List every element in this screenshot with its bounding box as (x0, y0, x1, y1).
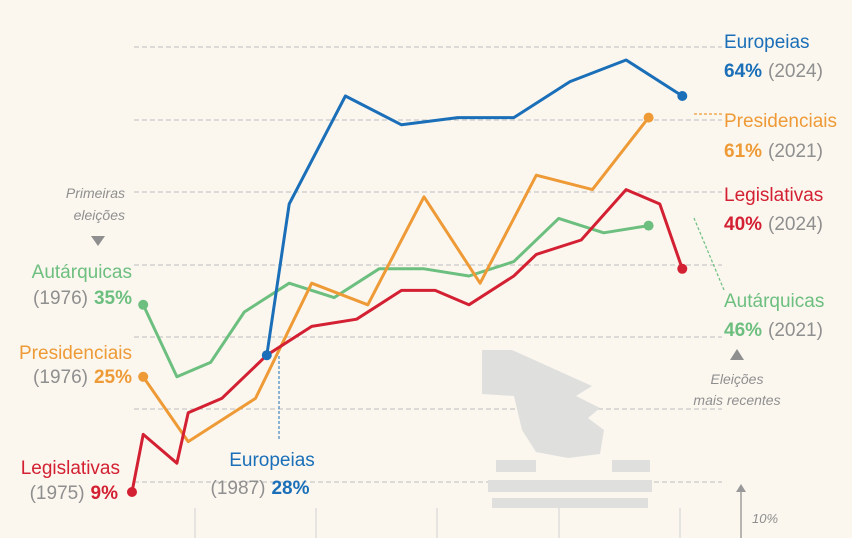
label-autarquicas-end-name: Autárquicas (724, 291, 824, 312)
label-legislativas-end-pct: 40% (724, 214, 762, 235)
label-presidenciais-start-year: (1976) (33, 367, 88, 388)
svg-text:64%(2024): 64% (2024) (724, 61, 823, 82)
first-elections-note-line1: Primeiras (66, 185, 125, 201)
label-europeias-start: Europeias (1987) 28% (211, 450, 315, 499)
label-europeias-start-year: (1987) (211, 478, 266, 499)
label-autarquicas-start-year: (1976) (33, 288, 88, 309)
label-presidenciais-end: Presidenciais 61% (2021) (724, 111, 837, 162)
label-legislativas-start: Legislativas (1975) 9% (21, 458, 120, 504)
svg-text:(1976)25%: (1976) 25% (33, 367, 132, 388)
series-lines (127, 58, 688, 497)
label-presidenciais-start-pct: 25% (94, 367, 132, 388)
label-legislativas-end-year: (2024) (768, 214, 823, 235)
triangle-up-icon (730, 349, 744, 360)
triangle-down-icon (91, 236, 105, 246)
point-presidenciais-start (138, 371, 149, 382)
svg-text:46%(2021): 46% (2021) (724, 320, 823, 341)
label-europeias-end-year: (2024) (768, 61, 823, 82)
recent-elections-note-line2: mais recentes (693, 392, 780, 408)
label-autarquicas-start-pct: 35% (94, 288, 132, 309)
first-elections-note-line2: eleições (74, 207, 125, 223)
label-presidenciais-end-name: Presidenciais (724, 111, 837, 132)
svg-text:(1987)28%: (1987) 28% (211, 478, 310, 499)
label-legislativas-start-name: Legislativas (21, 458, 120, 479)
series-line-legislativas (130, 188, 684, 494)
label-presidenciais-end-pct: 61% (724, 141, 762, 162)
ballot-box-icon (482, 350, 652, 508)
label-presidenciais-start-name: Presidenciais (19, 343, 132, 364)
label-presidenciais-end-year: (2021) (768, 141, 823, 162)
label-autarquicas-start-name: Autárquicas (32, 262, 132, 283)
scale-label: 10% (752, 511, 778, 526)
label-legislativas-start-pct: 9% (91, 483, 119, 504)
label-europeias-end: Europeias 64% (2024) (724, 32, 823, 82)
series-line-autarquicas (141, 216, 651, 379)
autarquicas-end-leader (693, 217, 725, 291)
label-autarquicas-end: Autárquicas 46% (2021) (724, 291, 824, 341)
label-legislativas-end: Legislativas 40% (2024) (724, 185, 823, 235)
label-autarquicas-end-pct: 46% (724, 320, 762, 341)
series-line-presidenciais (141, 116, 651, 444)
svg-text:(1976)35%: (1976) 35% (33, 288, 132, 309)
svg-text:(1975)9%: (1975) 9% (30, 483, 118, 504)
arrow-up-icon (736, 484, 746, 492)
point-presidenciais-end (643, 112, 654, 123)
point-legislativas-end (677, 263, 688, 274)
point-europeias-end (677, 91, 688, 101)
svg-text:61%(2021): 61% (2021) (724, 141, 823, 162)
label-europeias-start-name: Europeias (229, 450, 315, 471)
label-europeias-end-pct: 64% (724, 61, 762, 82)
point-autarquicas-start (138, 299, 149, 310)
label-autarquicas-start: Autárquicas (1976) 35% (32, 262, 132, 309)
label-legislativas-start-year: (1975) (30, 483, 85, 504)
recent-elections-note-line1: Eleições (711, 371, 764, 387)
label-europeias-end-name: Europeias (724, 32, 810, 53)
point-legislativas-start (127, 487, 137, 497)
point-europeias-start (261, 350, 272, 361)
label-autarquicas-end-year: (2021) (768, 320, 823, 341)
series-line-europeias (265, 58, 684, 357)
svg-text:40%(2024): 40% (2024) (724, 214, 823, 235)
point-autarquicas-end (643, 220, 654, 231)
label-presidenciais-start: Presidenciais (1976) 25% (19, 343, 132, 388)
label-legislativas-end-name: Legislativas (724, 185, 823, 206)
label-europeias-start-pct: 28% (271, 478, 309, 499)
